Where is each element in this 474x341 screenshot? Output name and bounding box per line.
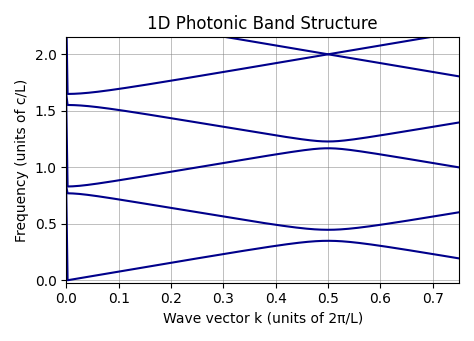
- Y-axis label: Frequency (units of c/L): Frequency (units of c/L): [15, 78, 29, 242]
- Title: 1D Photonic Band Structure: 1D Photonic Band Structure: [147, 15, 378, 33]
- X-axis label: Wave vector k (units of 2π/L): Wave vector k (units of 2π/L): [163, 312, 363, 326]
